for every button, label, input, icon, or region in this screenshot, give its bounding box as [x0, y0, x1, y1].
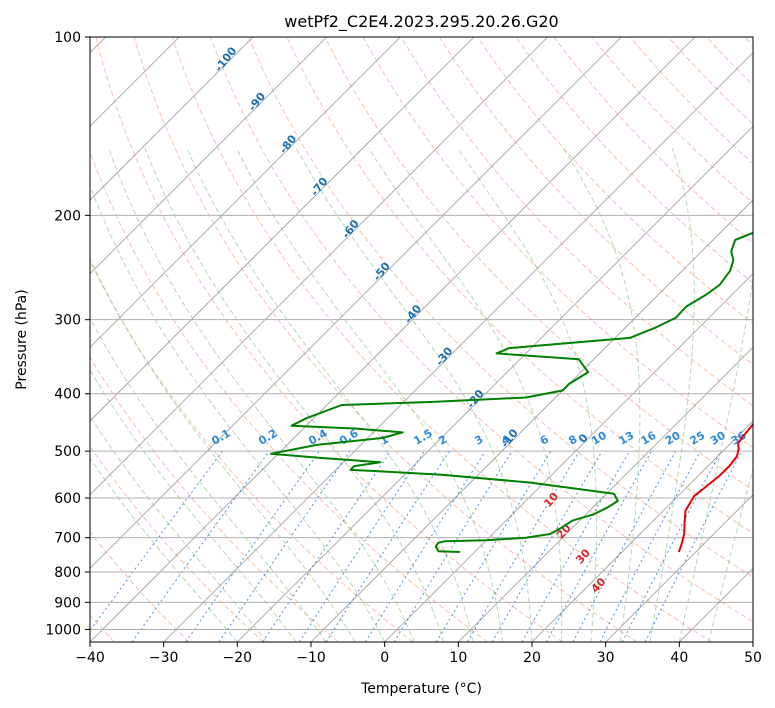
moist-adiabat-line	[295, 147, 533, 642]
isotherm-line	[237, 125, 753, 642]
y-tick-label: 300	[54, 313, 81, 329]
x-tick-label: 10	[449, 650, 467, 666]
dry-adiabat-line	[171, 37, 712, 642]
mixing-ratio-line	[185, 450, 320, 642]
dry-adiabat-line	[477, 37, 753, 325]
isotherm-line	[90, 37, 548, 496]
isotherm-line	[531, 420, 753, 642]
isotherm-line	[90, 37, 475, 422]
pressure-gridlines	[90, 37, 753, 630]
x-tick-label: 40	[670, 650, 688, 666]
chart-title: wetPf2_C2E4.2023.295.20.26.G20	[284, 12, 558, 32]
plot-frame	[89, 36, 754, 643]
mixing-ratio-line	[364, 450, 486, 642]
dry-adiabat-line	[90, 531, 190, 642]
isotherm-line	[90, 37, 696, 642]
mixing-ratio-line	[545, 450, 653, 642]
dry-adiabat-line	[90, 150, 488, 642]
moist-adiabat-line	[457, 147, 597, 642]
moist-adiabat-line	[562, 147, 641, 642]
x-tick-label: 20	[523, 650, 541, 666]
mixing-ratio-line	[90, 450, 223, 632]
mixing-ratio-line	[572, 450, 677, 642]
moist-adiabat-line	[90, 184, 386, 642]
moist-adiabat-line	[236, 147, 503, 642]
mixing-ratio-line	[621, 450, 722, 642]
x-tick-label: 0	[380, 650, 389, 666]
dry-adiabat-line	[133, 37, 638, 642]
y-tick-label: 700	[54, 531, 81, 547]
mixing-ratio-line	[435, 450, 552, 642]
dry-adiabat-line	[90, 259, 414, 642]
profile-series	[270, 231, 753, 553]
x-axis-label: Temperature (°C)	[360, 681, 482, 697]
y-tick-label: 900	[54, 595, 81, 611]
profile-line	[677, 422, 753, 553]
isotherm-line	[458, 346, 753, 642]
x-tick-label: 30	[597, 650, 615, 666]
isotherm-line	[90, 37, 254, 201]
mixing-ratio-line	[131, 450, 270, 642]
x-tick-label: −30	[149, 650, 179, 666]
axis-ticks: −40 −30 −20 −10 0 10 20 30 40 50 1000 900 800 700 600 5…	[45, 30, 762, 666]
y-tick-label: 200	[54, 208, 81, 224]
dry-adiabat-line	[438, 37, 753, 365]
isotherm-line	[90, 37, 622, 569]
y-tick-label: 800	[54, 565, 81, 581]
y-tick-label: 500	[54, 444, 81, 460]
x-tick-label: 50	[744, 650, 762, 666]
y-tick-label: 600	[54, 491, 81, 507]
mixing-ratio-line	[467, 450, 580, 642]
moist-adiabat-line	[90, 257, 356, 642]
mixing-ratio-line	[491, 450, 603, 642]
isotherm-line	[90, 37, 401, 348]
mixing-ratio-line	[644, 450, 743, 642]
dry-adiabat-line	[400, 37, 753, 407]
mixing-ratio-line	[599, 450, 701, 642]
mixing-ratio-line	[325, 450, 450, 642]
profile-line	[270, 231, 753, 553]
mixing-ratio-line	[393, 450, 513, 642]
dry-adiabat-line	[324, 37, 753, 491]
y-tick-label: 100	[54, 30, 81, 46]
x-tick-label: −20	[223, 650, 253, 666]
dry-adiabat-line	[90, 356, 339, 642]
dry-adiabat-line	[553, 37, 753, 244]
dry-adiabat-line	[591, 37, 753, 204]
x-tick-label: −10	[296, 650, 326, 666]
dry-adiabat-line	[248, 37, 753, 578]
isotherm-line	[90, 37, 327, 275]
y-tick-label: 400	[54, 387, 81, 403]
mixing-ratio-line	[298, 450, 425, 642]
dry-adiabat-line	[210, 37, 753, 623]
isotherm-line	[163, 52, 753, 642]
dry-adiabat-line	[95, 37, 563, 642]
dry-adiabat-line	[286, 37, 753, 534]
y-tick-label: 1000	[45, 622, 81, 638]
y-axis-label: Pressure (hPa)	[14, 289, 30, 389]
x-tick-label: −40	[75, 650, 105, 666]
mixing-ratio-line	[521, 450, 630, 642]
isotherm-line	[605, 494, 753, 642]
